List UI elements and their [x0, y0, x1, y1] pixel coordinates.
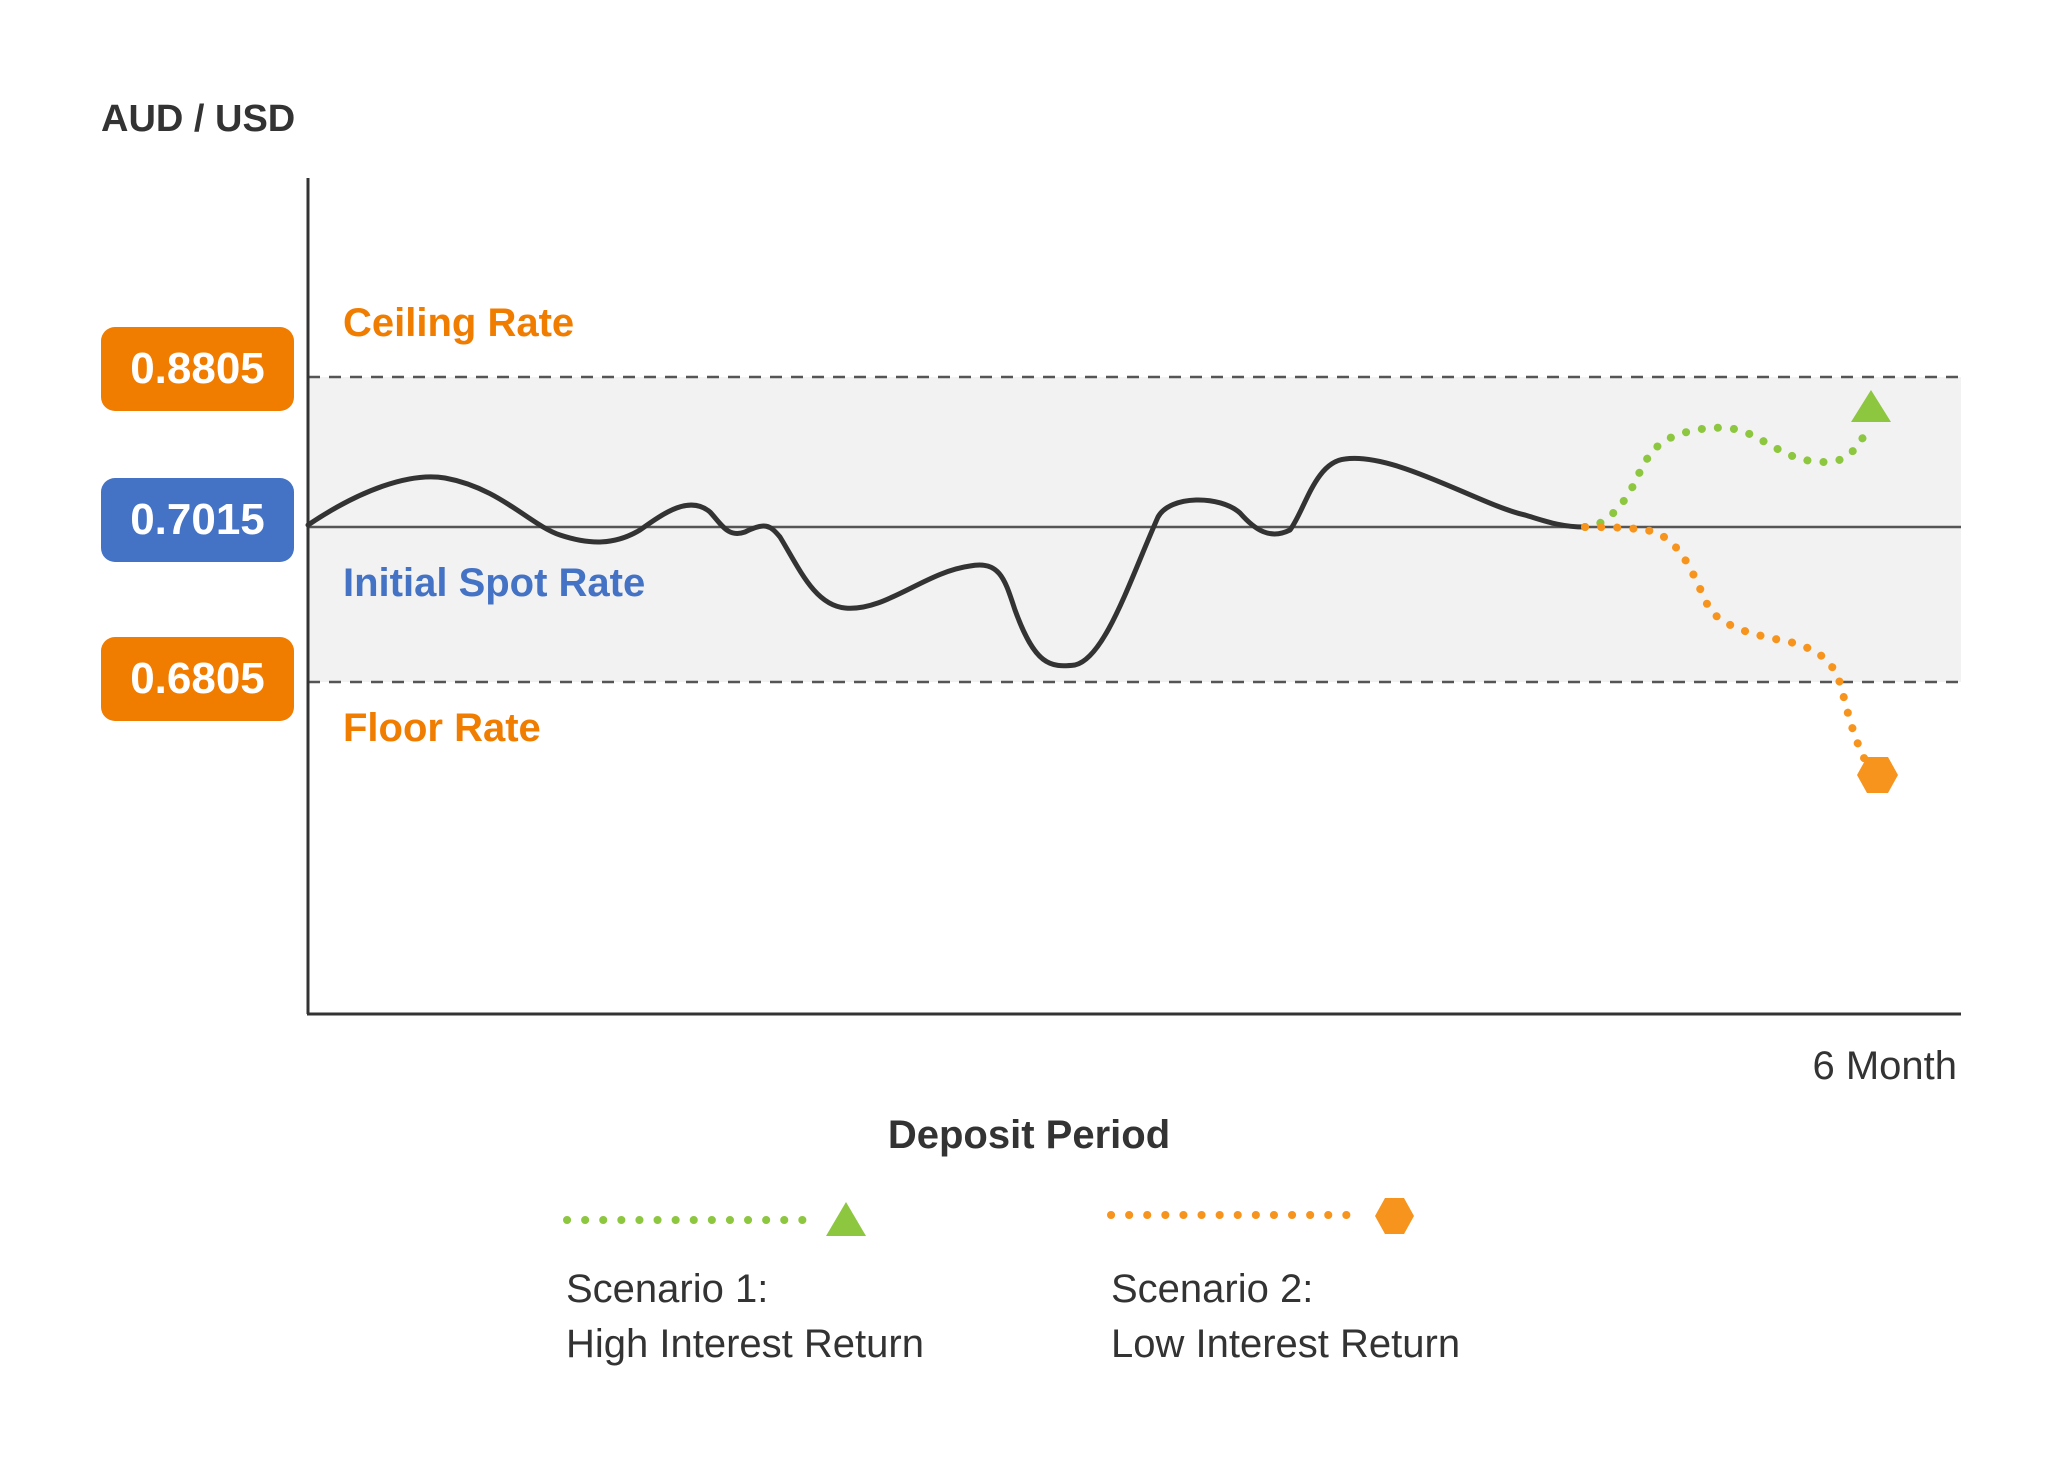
legend-scenario-2-text: Scenario 2: Low Interest Return: [1111, 1262, 1460, 1372]
floor-ceiling-band: [308, 377, 1961, 682]
legend-scenario-1-text: Scenario 1: High Interest Return: [566, 1262, 924, 1372]
legend-scenario-1-line1: Scenario 1:: [566, 1267, 769, 1311]
scenario-2-path: [1581, 523, 1869, 764]
legend-scenario-1-triangle-icon: [826, 1202, 866, 1236]
ceiling-rate-badge: 0.8805: [101, 327, 294, 411]
legend-scenario-1-line2: High Interest Return: [566, 1322, 924, 1366]
y-axis-title: AUD / USD: [101, 98, 296, 140]
spot-rate-badge: 0.7015: [101, 478, 294, 562]
initial-spot-rate-label: Initial Spot Rate: [343, 561, 646, 605]
scenario-1-path: [1581, 423, 1871, 531]
x-axis-title: Deposit Period: [887, 1113, 1171, 1157]
scenario-2-hexagon-icon: [1857, 757, 1898, 793]
legend-scenario-2-hexagon-icon: [1375, 1198, 1414, 1234]
x-tick-label: 6 Month: [1812, 1044, 1957, 1088]
ceiling-rate-label: Ceiling Rate: [343, 301, 575, 345]
scenario-1-triangle-icon: [1851, 390, 1891, 422]
aud-usd-line: [305, 455, 1588, 669]
legend-scenario-2-line1: Scenario 2:: [1111, 1267, 1314, 1311]
legend-scenario-2-line2: Low Interest Return: [1111, 1322, 1461, 1366]
floor-rate-label: Floor Rate: [343, 706, 541, 750]
floor-rate-badge: 0.6805: [101, 637, 294, 721]
